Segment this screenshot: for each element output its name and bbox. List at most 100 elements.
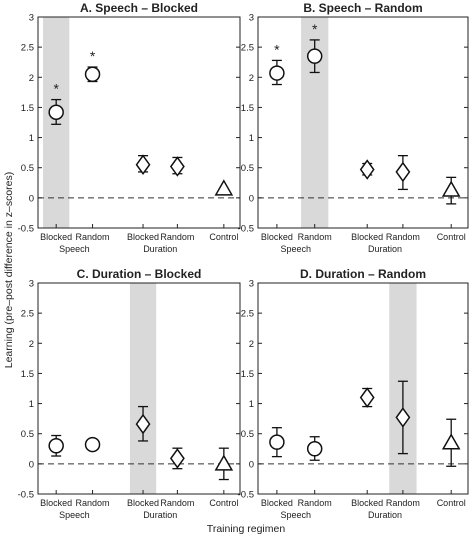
y-tick-label: 1.5 bbox=[241, 369, 254, 380]
y-tick-label: -0.5 bbox=[18, 224, 34, 235]
x-category-label: Random bbox=[160, 498, 194, 508]
data-point-circle bbox=[269, 65, 285, 81]
y-tick-label: 0.5 bbox=[241, 429, 254, 440]
x-category-label: Blocked bbox=[351, 498, 383, 508]
x-group-label: Speech bbox=[281, 244, 312, 254]
data-point-triangle bbox=[214, 454, 234, 471]
y-axis-label: Learning (pre–post difference in z–score… bbox=[3, 172, 15, 369]
data-point-circle bbox=[84, 436, 101, 453]
x-group-label: Speech bbox=[281, 510, 312, 520]
plot-frame bbox=[37, 282, 241, 495]
x-category-label: Random bbox=[298, 232, 332, 242]
y-tick-label: 3 bbox=[29, 279, 34, 290]
x-category-label: Control bbox=[209, 232, 238, 242]
x-category-label: Control bbox=[209, 498, 238, 508]
y-tick-label: 2.5 bbox=[21, 309, 34, 320]
data-point-diamond bbox=[395, 407, 411, 428]
x-category-label: Control bbox=[437, 232, 466, 242]
significance-marker: * bbox=[274, 41, 280, 57]
x-category-label: Blocked bbox=[261, 498, 293, 508]
y-tick-label: 2 bbox=[29, 339, 34, 350]
x-group-label: Speech bbox=[59, 244, 90, 254]
x-category-label: Blocked bbox=[351, 232, 383, 242]
x-group-label: Speech bbox=[59, 510, 90, 520]
significance-marker: * bbox=[53, 81, 59, 97]
y-tick-label: 2.5 bbox=[21, 43, 34, 54]
plot-frame bbox=[257, 282, 469, 495]
chart-panel-2: B. Speech – Random -0.5 0 0.5 1 1.5 2 2.5 3 Block… bbox=[238, 1, 469, 254]
x-category-label: Blocked bbox=[127, 232, 159, 242]
x-category-label: Random bbox=[386, 232, 420, 242]
y-tick-label: 2 bbox=[249, 73, 254, 84]
data-point-triangle bbox=[441, 433, 461, 450]
plot-frame bbox=[257, 16, 469, 229]
data-point-circle bbox=[84, 66, 101, 83]
x-category-label: Random bbox=[298, 498, 332, 508]
x-category-label: Blocked bbox=[40, 232, 72, 242]
y-tick-label: 0.5 bbox=[21, 163, 34, 174]
significance-marker: * bbox=[312, 21, 318, 37]
data-point-diamond bbox=[359, 159, 375, 180]
chart-panel-4: D. Duration – Random -0.5 0 0.5 1 1.5 2 2.5 3 Blo… bbox=[238, 267, 469, 520]
significance-marker: * bbox=[90, 48, 96, 64]
x-category-label: Random bbox=[76, 498, 110, 508]
x-category-label: Control bbox=[437, 498, 466, 508]
data-point-triangle bbox=[214, 179, 234, 196]
x-group-label: Duration bbox=[143, 244, 177, 254]
y-tick-label: 1 bbox=[249, 399, 254, 410]
y-tick-label: 2.5 bbox=[241, 43, 254, 54]
data-point-circle bbox=[48, 438, 64, 454]
y-tick-label: 3 bbox=[249, 13, 254, 24]
x-category-label: Random bbox=[76, 232, 110, 242]
data-point-diamond bbox=[169, 156, 185, 177]
data-point-diamond bbox=[395, 161, 411, 183]
y-tick-label: 1.5 bbox=[21, 369, 34, 380]
x-category-label: Random bbox=[160, 232, 194, 242]
y-tick-label: 1.5 bbox=[241, 103, 254, 114]
y-tick-label: 3 bbox=[29, 13, 34, 24]
x-group-label: Duration bbox=[368, 510, 402, 520]
data-point-circle bbox=[48, 104, 64, 121]
x-category-label: Random bbox=[386, 498, 420, 508]
y-tick-label: 2.5 bbox=[241, 309, 254, 320]
x-category-label: Blocked bbox=[40, 498, 72, 508]
x-axis-label: Training regimen bbox=[207, 523, 286, 535]
y-tick-label: 0 bbox=[29, 459, 34, 470]
y-tick-label: -0.5 bbox=[238, 490, 254, 501]
data-point-circle bbox=[306, 48, 323, 64]
y-tick-label: 1 bbox=[249, 133, 254, 144]
y-tick-label: 0.5 bbox=[241, 163, 254, 174]
panel-title: D. Duration – Random bbox=[300, 267, 426, 281]
y-tick-label: 1 bbox=[29, 133, 34, 144]
y-tick-label: 2 bbox=[29, 73, 34, 84]
y-tick-label: 2 bbox=[249, 339, 254, 350]
data-point-circle bbox=[306, 441, 323, 457]
panel-title: B. Speech – Random bbox=[303, 1, 422, 15]
highlight-band bbox=[129, 283, 157, 494]
x-category-label: Blocked bbox=[127, 498, 159, 508]
y-tick-label: 1 bbox=[29, 399, 34, 410]
y-tick-label: 0.5 bbox=[21, 429, 34, 440]
panel-title: A. Speech – Blocked bbox=[80, 1, 198, 15]
y-tick-label: -0.5 bbox=[18, 490, 34, 501]
data-point-circle bbox=[269, 434, 285, 450]
chart-panel-3: C. Duration – Blocked -0.5 0 0.5 1 1.5 2 2.5 3 Bl… bbox=[18, 267, 241, 520]
x-category-label: Blocked bbox=[261, 232, 293, 242]
panel-title: C. Duration – Blocked bbox=[77, 267, 202, 281]
data-point-diamond bbox=[169, 448, 185, 469]
plot-frame bbox=[37, 16, 241, 229]
y-tick-label: 0 bbox=[29, 193, 34, 204]
data-point-triangle bbox=[441, 180, 461, 197]
y-tick-label: -0.5 bbox=[238, 224, 254, 235]
data-point-diamond bbox=[135, 413, 151, 435]
y-tick-label: 3 bbox=[249, 279, 254, 290]
y-tick-label: 0 bbox=[249, 193, 254, 204]
x-group-label: Duration bbox=[368, 244, 402, 254]
data-point-diamond bbox=[135, 154, 151, 175]
chart-panel-1: A. Speech – Blocked -0.5 0 0.5 1 1.5 2 2.5 3 Bloc… bbox=[18, 1, 241, 254]
data-point-diamond bbox=[359, 387, 375, 408]
y-tick-label: 1.5 bbox=[21, 103, 34, 114]
x-group-label: Duration bbox=[143, 510, 177, 520]
y-tick-label: 0 bbox=[249, 459, 254, 470]
